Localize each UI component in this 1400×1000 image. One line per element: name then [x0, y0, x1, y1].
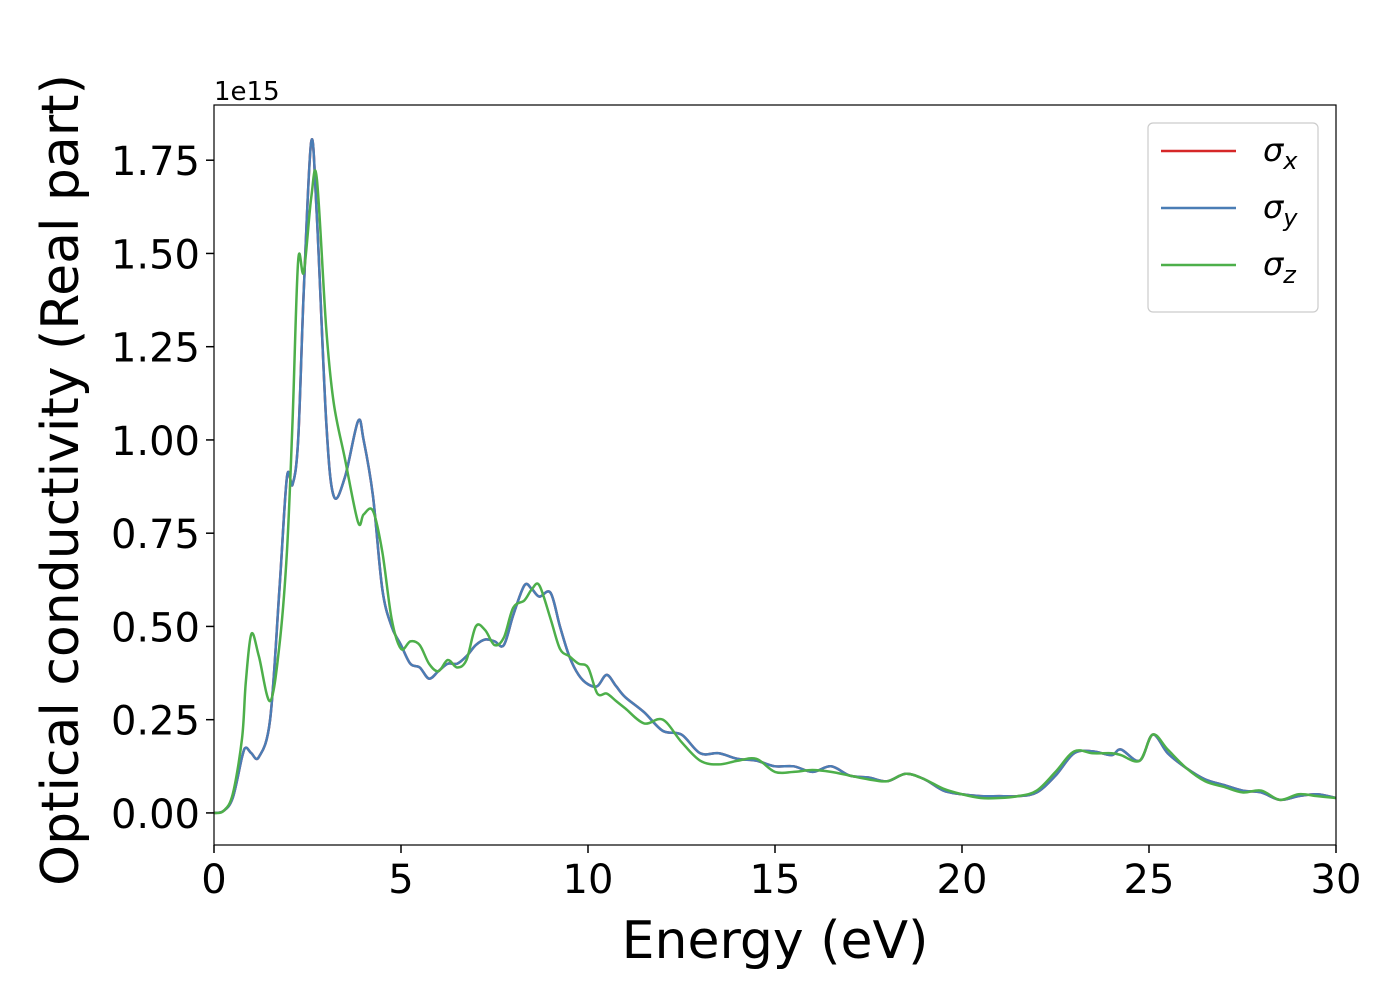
x-tick-label: 0: [201, 857, 226, 903]
y-tick-label: 0.50: [111, 605, 200, 651]
plot-frame: [213, 104, 1337, 846]
x-axis-label: Energy (eV): [622, 911, 929, 971]
y-offset-label: 1e15: [214, 77, 280, 107]
x-tick-label: 15: [750, 857, 801, 903]
y-tick-label: 0.75: [111, 512, 200, 558]
y-tick-label: 0.00: [111, 792, 200, 838]
y-tick-label: 1.75: [111, 139, 200, 185]
x-tick-label: 5: [388, 857, 413, 903]
y-axis-label: Optical conductivity (Real part): [31, 74, 91, 886]
series-line: [214, 138, 1336, 815]
x-tick-label: 20: [937, 857, 988, 903]
y-tick-label: 1.50: [111, 232, 200, 278]
x-tick-label: 10: [563, 857, 614, 903]
x-tick-label: 30: [1311, 857, 1362, 903]
series-line: [214, 169, 1336, 815]
x-tick-label: 25: [1124, 857, 1175, 903]
y-tick-label: 0.25: [111, 699, 200, 745]
y-tick-label: 1.00: [111, 419, 200, 465]
y-tick-label: 1.25: [111, 326, 200, 372]
